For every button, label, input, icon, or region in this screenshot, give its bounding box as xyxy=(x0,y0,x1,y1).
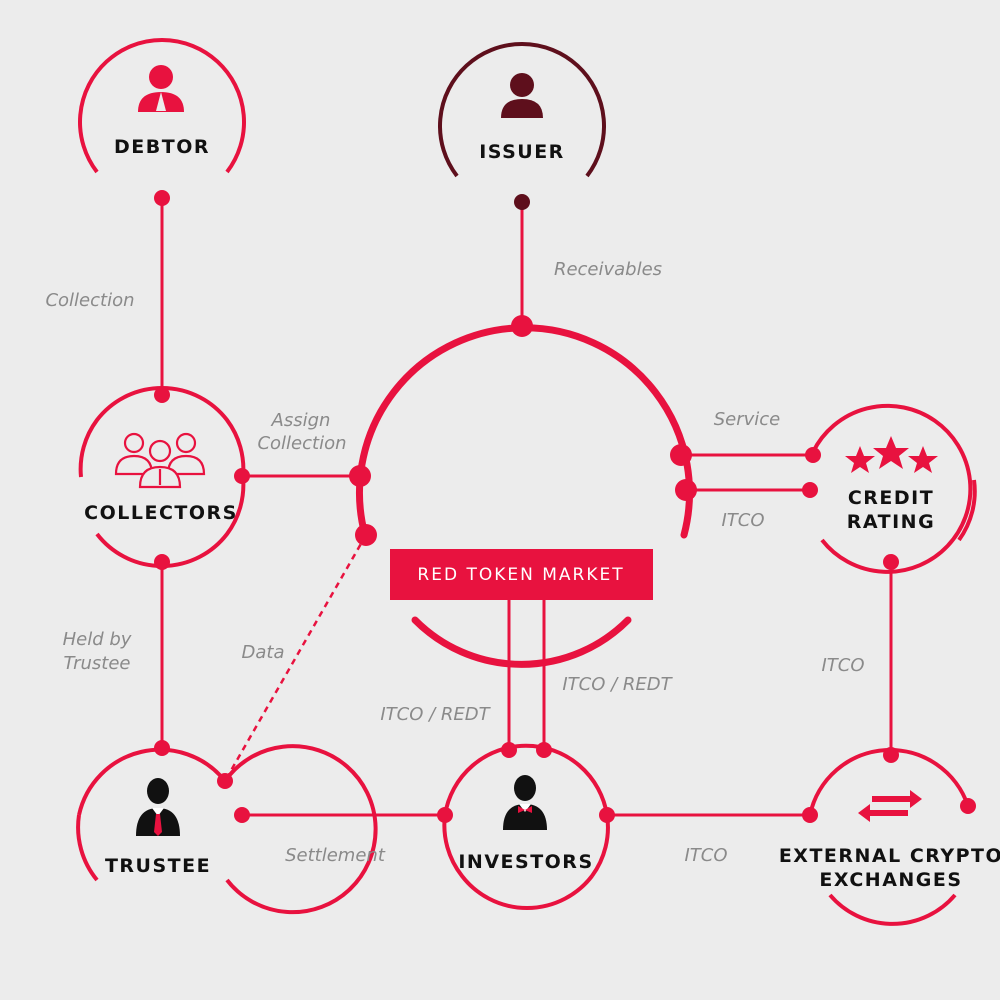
investors-label: INVESTORS xyxy=(458,851,593,873)
dot xyxy=(355,524,377,546)
edge-label-data: Data xyxy=(242,642,285,663)
dot xyxy=(670,444,692,466)
edge-label-itco-redt-right: ITCO / REDT xyxy=(562,674,673,695)
dot xyxy=(217,773,233,789)
dot xyxy=(805,447,821,463)
credit-rating-label-line2: RATING xyxy=(847,511,935,533)
debtor-label: DEBTOR xyxy=(114,136,210,158)
dot xyxy=(349,465,371,487)
market-hub xyxy=(356,324,693,668)
businessman-icon xyxy=(136,778,180,836)
dot xyxy=(154,554,170,570)
dot xyxy=(501,742,517,758)
edge-data-dashed xyxy=(223,534,368,782)
dot xyxy=(154,387,170,403)
dot xyxy=(511,315,533,337)
dot xyxy=(437,807,453,823)
external-label-line2: EXCHANGES xyxy=(819,869,962,891)
exchanges-ring xyxy=(808,747,970,926)
edge-label-settlement: Settlement xyxy=(285,845,386,866)
group-icon xyxy=(114,432,206,489)
person-icon xyxy=(501,73,543,118)
dot xyxy=(234,468,250,484)
dot xyxy=(154,740,170,756)
edge-label-assign-line1: Assign xyxy=(271,410,331,431)
dot xyxy=(514,194,530,210)
market-box xyxy=(390,549,653,600)
dot xyxy=(234,807,250,823)
exchange-arrows-icon xyxy=(858,790,922,822)
dot xyxy=(802,482,818,498)
person-icon xyxy=(138,65,184,112)
dot xyxy=(960,798,976,814)
edge-label-itco-redt-left: ITCO / REDT xyxy=(380,704,491,725)
edge-label-held-line1: Held by xyxy=(63,629,132,650)
edge-label-itco-rating-exchange: ITCO xyxy=(821,655,864,676)
trustee-label: TRUSTEE xyxy=(105,855,211,877)
edge-label-collection: Collection xyxy=(45,290,134,311)
dot xyxy=(802,807,818,823)
edge-label-held-line2: Trustee xyxy=(64,653,131,674)
dot xyxy=(599,807,615,823)
edge-label-assign-line2: Collection xyxy=(257,433,346,454)
market-label: RED TOKEN MARKET xyxy=(417,565,624,585)
debtor-ring xyxy=(78,38,246,174)
issuer-ring xyxy=(438,42,606,178)
dot xyxy=(154,190,170,206)
market-arc-top xyxy=(356,324,693,539)
trustee-ring xyxy=(76,744,378,915)
edge-label-itco-credit: ITCO xyxy=(721,510,764,531)
credit-ring xyxy=(811,403,977,574)
stars-icon xyxy=(845,436,938,473)
dot xyxy=(883,554,899,570)
issuer-label: ISSUER xyxy=(479,141,565,163)
dot xyxy=(675,479,697,501)
dot xyxy=(536,742,552,758)
dot xyxy=(883,747,899,763)
credit-rating-label-line1: CREDIT xyxy=(848,487,934,509)
connector-dots xyxy=(154,190,976,823)
external-label-line1: EXTERNAL CRYPTO xyxy=(779,845,1000,867)
investors-ring xyxy=(442,743,610,911)
edge-label-service: Service xyxy=(714,409,781,430)
collectors-label: COLLECTORS xyxy=(84,502,238,524)
edges xyxy=(160,198,893,817)
bowtie-person-icon xyxy=(503,775,547,830)
market-arc-bottom xyxy=(411,616,632,668)
edge-label-itco-investors-exchange: ITCO xyxy=(684,845,727,866)
edge-label-receivables: Receivables xyxy=(554,259,662,280)
red-token-market[interactable]: RED TOKEN MARKET xyxy=(390,549,653,600)
trustee-ring-top xyxy=(77,747,227,816)
